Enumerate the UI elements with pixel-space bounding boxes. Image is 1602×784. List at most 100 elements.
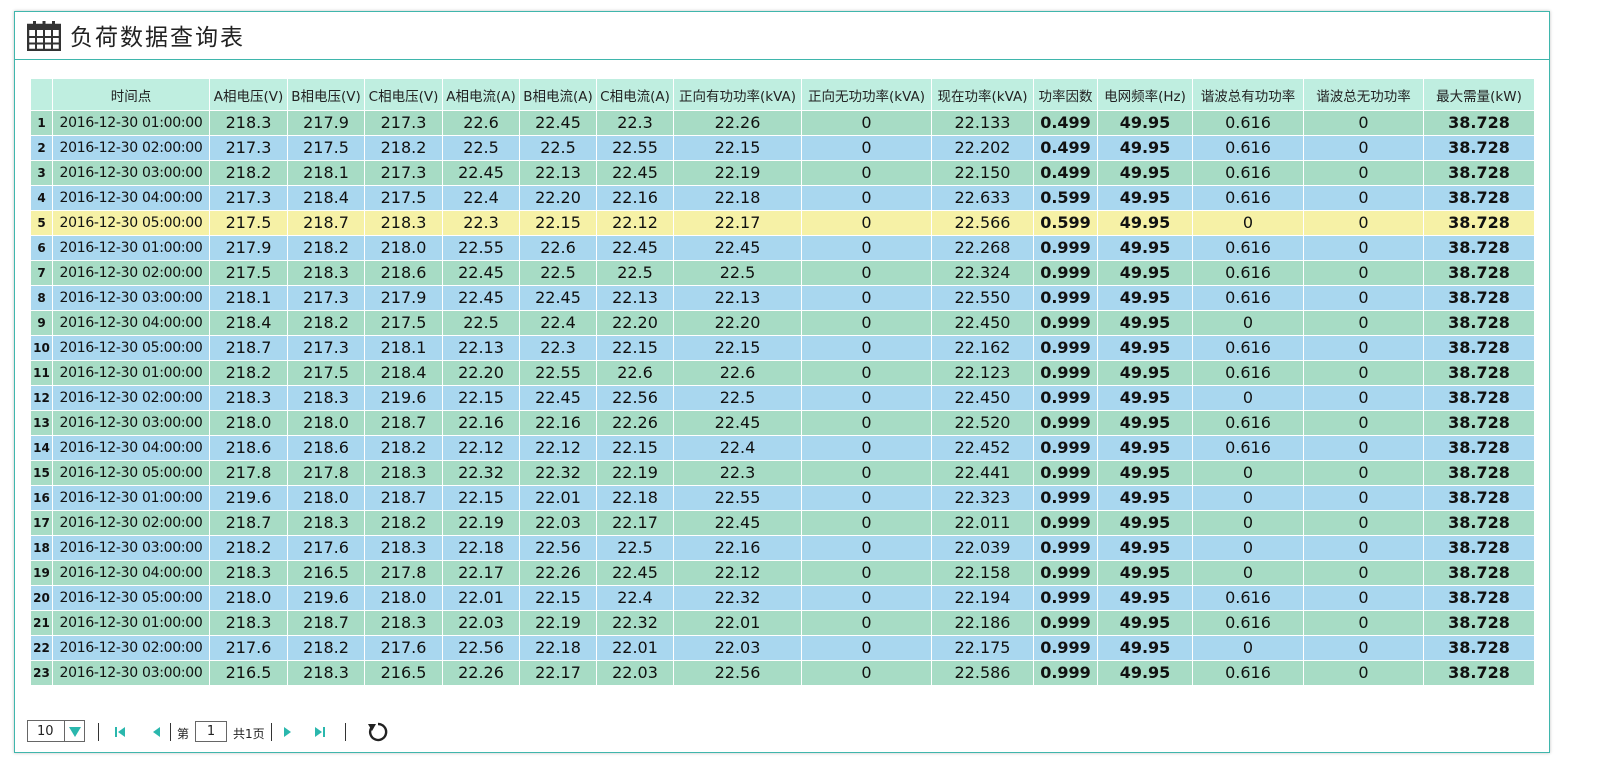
table-cell: 22.4 [442,185,520,211]
column-header[interactable]: A相电压(V) [209,78,288,111]
table-row[interactable]: 11 2016-12-30 01:00:00 218.2 217.5 218.4 22.2… [30,360,1535,386]
table-cell: 22.13 [519,160,597,186]
table-cell: 22.175 [931,635,1034,661]
table-row[interactable]: 8 2016-12-30 03:00:00 218.1 217.3 217.9 22.45… [30,285,1535,311]
column-header[interactable]: 功率因数 [1033,78,1098,111]
refresh-icon[interactable] [367,721,389,743]
table-cell: 22.4 [673,435,802,461]
table-cell: 0.616 [1192,110,1304,136]
table-cell: 22.162 [931,335,1034,361]
table-row[interactable]: 6 2016-12-30 01:00:00 217.9 218.2 218.0 22.55… [30,235,1535,261]
table-cell: 0.616 [1192,185,1304,211]
table-cell: 22.56 [519,535,597,561]
column-header[interactable]: 正向无功功率(kVA) [801,78,932,111]
table-cell: 0.999 [1033,410,1098,436]
table-cell: 0.599 [1033,185,1098,211]
table-cell: 0.999 [1033,460,1098,486]
table-row[interactable]: 7 2016-12-30 02:00:00 217.5 218.3 218.6 22.45… [30,260,1535,286]
table-cell: 218.3 [287,260,365,286]
table-row[interactable]: 4 2016-12-30 04:00:00 217.3 218.4 217.5 22.4 2… [30,185,1535,211]
table-cell: 38.728 [1423,510,1535,536]
prev-page-icon[interactable] [149,724,163,740]
column-header[interactable]: 正向有功功率(kVA) [673,78,802,111]
table-row[interactable]: 12 2016-12-30 02:00:00 218.3 218.3 219.6 22.1… [30,385,1535,411]
table-cell: 0 [801,110,932,136]
table-cell: 22.56 [442,635,520,661]
table-cell: 216.5 [364,660,443,686]
row-number-cell: 23 [30,660,53,686]
table-cell: 0 [801,660,932,686]
table-cell: 22.45 [519,385,597,411]
column-header[interactable]: B相电压(V) [287,78,365,111]
table-row[interactable]: 17 2016-12-30 02:00:00 218.7 218.3 218.2 22.1… [30,510,1535,536]
column-header[interactable]: C相电压(V) [364,78,443,111]
table-cell: 49.95 [1097,210,1193,236]
table-cell: 22.26 [596,410,674,436]
dropdown-arrow-icon[interactable] [64,721,84,741]
column-header[interactable]: A相电流(A) [442,78,520,111]
table-row[interactable]: 14 2016-12-30 04:00:00 218.6 218.6 218.2 22.1… [30,435,1535,461]
table-cell: 0 [801,435,932,461]
table-cell: 49.95 [1097,135,1193,161]
column-header[interactable]: 现在功率(kVA) [931,78,1034,111]
table-row[interactable]: 19 2016-12-30 04:00:00 218.3 216.5 217.8 22.1… [30,560,1535,586]
table-row[interactable]: 9 2016-12-30 04:00:00 218.4 218.2 217.5 22.5 2… [30,310,1535,336]
table-row[interactable]: 15 2016-12-30 05:00:00 217.8 217.8 218.3 22.3… [30,460,1535,486]
column-header[interactable]: 时间点 [52,78,210,111]
table-cell: 22.56 [596,385,674,411]
table-row[interactable]: 10 2016-12-30 05:00:00 218.7 217.3 218.1 22.1… [30,335,1535,361]
table-cell: 0 [801,285,932,311]
table-cell: 0 [1192,460,1304,486]
table-cell: 38.728 [1423,160,1535,186]
table-row[interactable]: 3 2016-12-30 03:00:00 218.2 218.1 217.3 22.45… [30,160,1535,186]
load-data-table: 时间点 A相电压(V) B相电压(V) C相电压(V) A相电流(A) B相电流(A) C相… [30,78,1535,686]
table-cell: 22.268 [931,235,1034,261]
table-cell: 2016-12-30 01:00:00 [52,110,210,136]
table-cell: 0 [1303,485,1424,511]
table-cell: 49.95 [1097,660,1193,686]
table-row[interactable]: 16 2016-12-30 01:00:00 219.6 218.0 218.7 22.1… [30,485,1535,511]
table-cell: 0 [801,210,932,236]
page-size-select[interactable]: 10 [27,720,85,742]
table-cell: 0 [1303,510,1424,536]
current-page-input[interactable]: 1 [195,721,227,742]
column-header[interactable]: B相电流(A) [519,78,597,111]
row-number-cell: 8 [30,285,53,311]
table-cell: 0.999 [1033,510,1098,536]
column-header[interactable]: 谐波总有功功率 [1192,78,1304,111]
table-cell: 0 [801,635,932,661]
table-row[interactable]: 21 2016-12-30 01:00:00 218.3 218.7 218.3 22.0… [30,610,1535,636]
table-row[interactable]: 5 2016-12-30 05:00:00 217.5 218.7 218.3 22.3 2… [30,210,1535,236]
column-header[interactable]: 谐波总无功功率 [1303,78,1424,111]
table-row[interactable]: 2 2016-12-30 02:00:00 217.3 217.5 218.2 22.5 2… [30,135,1535,161]
table-row[interactable]: 13 2016-12-30 03:00:00 218.0 218.0 218.7 22.1… [30,410,1535,436]
separator [98,723,99,741]
last-page-icon[interactable] [313,724,327,740]
row-number-cell: 4 [30,185,53,211]
row-number-cell: 22 [30,635,53,661]
table-cell: 0 [1303,235,1424,261]
first-page-icon[interactable] [113,724,127,740]
table-row[interactable]: 20 2016-12-30 05:00:00 218.0 219.6 218.0 22.0… [30,585,1535,611]
table-cell: 0.999 [1033,435,1098,461]
table-cell: 38.728 [1423,610,1535,636]
table-cell: 49.95 [1097,260,1193,286]
table-row[interactable]: 23 2016-12-30 03:00:00 216.5 218.3 216.5 22.2… [30,660,1535,686]
next-page-icon[interactable] [281,724,295,740]
table-cell: 49.95 [1097,335,1193,361]
table-cell: 22.3 [596,110,674,136]
column-header[interactable]: 电网频率(Hz) [1097,78,1193,111]
column-header[interactable]: 最大需量(kW) [1423,78,1535,111]
table-cell: 218.3 [364,535,443,561]
column-header[interactable]: C相电流(A) [596,78,674,111]
table-row[interactable]: 22 2016-12-30 02:00:00 217.6 218.2 217.6 22.5… [30,635,1535,661]
table-cell: 49.95 [1097,460,1193,486]
table-cell: 22.3 [519,335,597,361]
table-cell: 218.3 [209,385,288,411]
table-cell: 0 [1192,560,1304,586]
table-row[interactable]: 1 2016-12-30 01:00:00 218.3 217.9 217.3 22.6 2… [30,110,1535,136]
table-cell: 22.15 [596,335,674,361]
table-cell: 217.5 [287,360,365,386]
table-row[interactable]: 18 2016-12-30 03:00:00 218.2 217.6 218.3 22.1… [30,535,1535,561]
table-cell: 0.616 [1192,360,1304,386]
